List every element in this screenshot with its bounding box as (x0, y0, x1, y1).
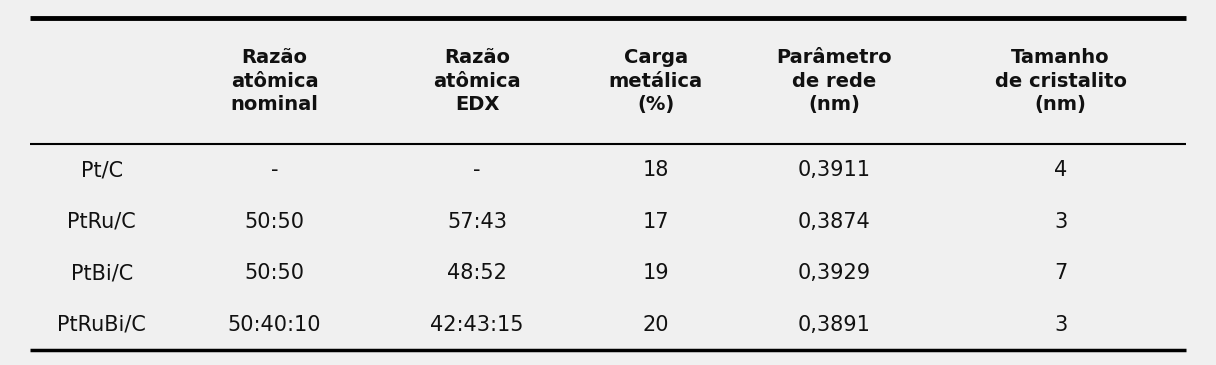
Text: Tamanho
de cristalito
(nm): Tamanho de cristalito (nm) (995, 48, 1126, 114)
Text: 0,3891: 0,3891 (798, 315, 871, 335)
Text: 3: 3 (1054, 212, 1068, 232)
Text: PtRu/C: PtRu/C (67, 212, 136, 232)
Text: Razão
atômica
nominal: Razão atômica nominal (231, 48, 319, 114)
Text: 17: 17 (642, 212, 669, 232)
Text: 4: 4 (1054, 160, 1068, 180)
Text: 0,3929: 0,3929 (798, 263, 871, 283)
Text: 18: 18 (642, 160, 669, 180)
Text: 50:50: 50:50 (244, 212, 304, 232)
Text: 50:40:10: 50:40:10 (227, 315, 321, 335)
Text: -: - (473, 160, 480, 180)
Text: 7: 7 (1054, 263, 1068, 283)
Text: -: - (271, 160, 278, 180)
Text: Pt/C: Pt/C (80, 160, 123, 180)
Text: Razão
atômica
EDX: Razão atômica EDX (433, 48, 520, 114)
Text: 19: 19 (642, 263, 669, 283)
Text: 48:52: 48:52 (447, 263, 507, 283)
Text: PtBi/C: PtBi/C (71, 263, 133, 283)
Text: 20: 20 (642, 315, 669, 335)
Text: 3: 3 (1054, 315, 1068, 335)
Text: Carga
metálica
(%): Carga metálica (%) (608, 48, 703, 114)
Text: Parâmetro
de rede
(nm): Parâmetro de rede (nm) (777, 48, 893, 114)
Text: 0,3874: 0,3874 (798, 212, 871, 232)
Text: 57:43: 57:43 (447, 212, 507, 232)
Text: 42:43:15: 42:43:15 (430, 315, 524, 335)
Text: PtRuBi/C: PtRuBi/C (57, 315, 146, 335)
Text: 0,3911: 0,3911 (798, 160, 871, 180)
Text: 50:50: 50:50 (244, 263, 304, 283)
